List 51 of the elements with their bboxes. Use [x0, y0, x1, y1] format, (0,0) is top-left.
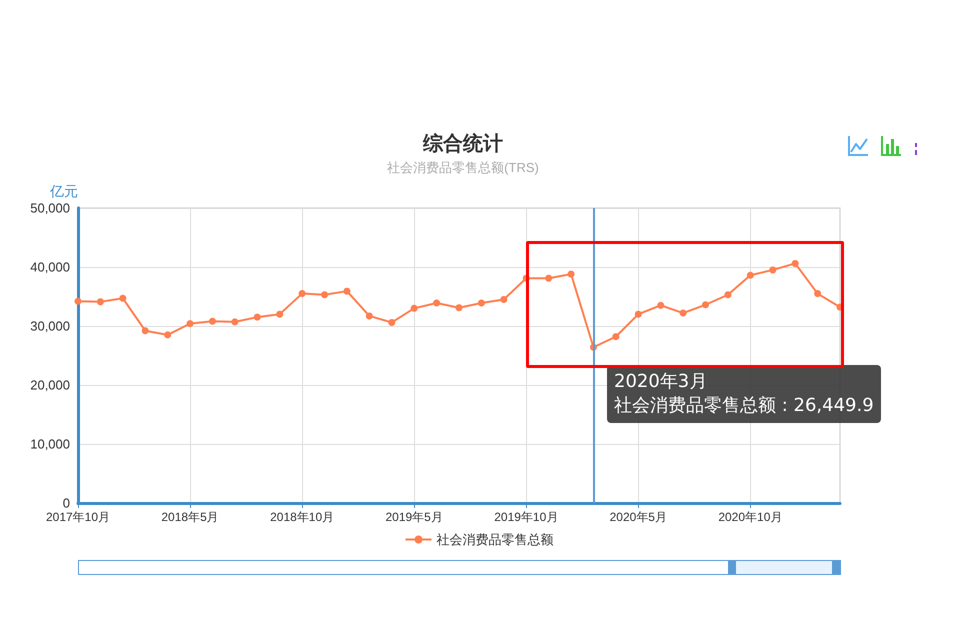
legend-label: 社会消费品零售总额 — [436, 532, 554, 547]
point — [612, 333, 620, 340]
x-tick-label: 2017年10月 — [46, 510, 110, 524]
y-tick-label: 40,000 — [30, 260, 70, 274]
point — [321, 291, 328, 298]
point — [74, 298, 82, 305]
x-tick-label: 2019年5月 — [385, 510, 443, 524]
point — [366, 312, 373, 320]
y-axis-title: 亿元 — [49, 183, 78, 199]
point — [680, 310, 687, 317]
point — [388, 318, 396, 326]
point — [254, 314, 261, 321]
chart-subtitle: 社会消费品零售总额(TRS) — [387, 160, 539, 175]
point — [478, 299, 485, 306]
point — [433, 299, 440, 306]
point — [119, 294, 126, 302]
point — [724, 291, 732, 298]
x-tick-label: 2018年5月 — [161, 510, 219, 524]
point — [500, 296, 508, 303]
point — [568, 270, 575, 278]
point — [634, 310, 642, 318]
point — [456, 304, 462, 312]
point — [164, 331, 172, 338]
point — [276, 310, 284, 318]
point — [545, 274, 552, 282]
y-tick-label: 50,000 — [30, 200, 70, 216]
y-tick-label: 0 — [62, 496, 70, 510]
point — [410, 304, 418, 312]
point — [96, 298, 104, 306]
x-tick-label: 2018年10月 — [270, 510, 334, 524]
point — [298, 290, 306, 298]
point — [792, 260, 799, 267]
annotation: 2020年3月 — [614, 370, 708, 394]
point — [814, 290, 822, 298]
point — [142, 327, 149, 334]
point — [657, 302, 664, 309]
point — [343, 288, 350, 295]
chart-title: 综合统计 — [422, 131, 503, 155]
x-tick-label: 2020年10月 — [718, 510, 782, 524]
y-tick-label: 30,000 — [30, 318, 70, 334]
point — [231, 318, 238, 326]
point — [702, 301, 710, 308]
point — [208, 318, 216, 325]
y-tick-label: 20,000 — [30, 378, 70, 392]
point — [769, 266, 776, 274]
annotation: 社会消费品零售总额 : 26,449.9 — [614, 394, 874, 418]
y-tick-label: 10,000 — [30, 436, 70, 452]
point — [746, 272, 754, 279]
x-tick-label: 2020年5月 — [610, 510, 667, 524]
x-tick-label: 2019年10月 — [494, 510, 558, 524]
point — [186, 320, 194, 328]
